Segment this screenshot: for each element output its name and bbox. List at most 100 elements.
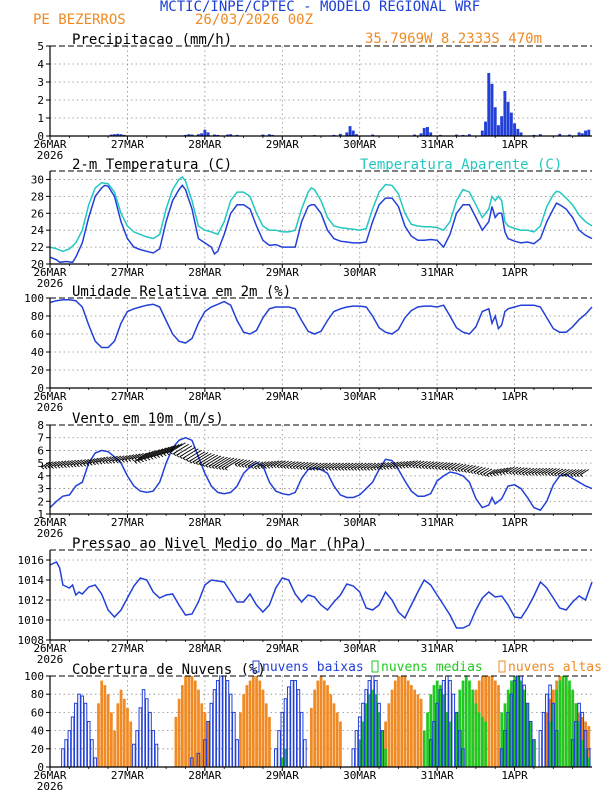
cloud-bar-low — [151, 730, 156, 768]
wind-vector-head — [360, 466, 365, 471]
cloud-bar-low — [277, 730, 281, 768]
precip-bar — [371, 134, 375, 136]
y-tick-label: 1014 — [18, 574, 45, 587]
wind-vector-head — [57, 464, 61, 469]
x-tick-label: 29MAR — [266, 516, 299, 529]
cloud-bar-high — [329, 694, 333, 767]
cloud-bar-mid — [280, 757, 284, 767]
cloud-bar-high — [326, 685, 329, 767]
cloud-bar-low — [77, 693, 81, 768]
wind-vector-head — [279, 464, 284, 469]
x-tick-label: 26MAR — [33, 138, 66, 151]
wind-vector-head — [544, 471, 548, 476]
wind-vector-head — [102, 459, 106, 465]
temp-legend: Temperatura Aparente (C) — [360, 157, 562, 173]
cloud-bar-mid — [555, 689, 558, 767]
series-line-pressure-0 — [49, 561, 593, 629]
x-tick-label: 1APR — [501, 266, 528, 279]
wind-vector-head — [383, 465, 387, 470]
x-tick-label: 28MAR — [188, 390, 221, 403]
wind-vector-head — [457, 467, 461, 472]
cloud-bar-high — [110, 712, 113, 767]
cloud-bar-high — [116, 703, 120, 767]
cloud-bar-high — [584, 721, 587, 767]
y-tick-label: 20 — [31, 743, 44, 756]
wind-vector-head — [357, 466, 361, 471]
precip-bar — [119, 134, 123, 136]
cloud-bar-low — [286, 686, 291, 768]
cloud-bar-high — [200, 703, 204, 767]
cloud-bar-mid — [371, 689, 375, 767]
panel-temp — [46, 170, 593, 268]
wind-vector-head — [373, 466, 377, 471]
precip-bar — [500, 116, 504, 136]
wind-vector-head — [195, 460, 200, 466]
cloud-bar-mid — [374, 694, 378, 767]
y-tick-label: 60 — [31, 328, 44, 341]
cloud-bar-mid — [458, 689, 462, 767]
cloud-bar-mid — [432, 685, 436, 767]
x-tick-sublabel: 2026 — [37, 527, 64, 540]
cloud-bar-mid — [468, 680, 471, 767]
cloud-bar-low — [80, 695, 85, 768]
wind-vector-head — [350, 466, 355, 471]
wind-vector-head — [363, 466, 368, 471]
precip-bar — [567, 134, 571, 136]
cloud-bar-mid — [529, 721, 533, 767]
series-line-rh-0 — [49, 299, 593, 349]
series-line-temp-1 — [49, 175, 593, 253]
wind-vector-head — [128, 457, 132, 462]
wind-vector-head — [341, 466, 345, 471]
wind-vector-head — [502, 470, 507, 475]
y-tick-label: 24 — [31, 224, 45, 237]
wind-vector-head — [189, 459, 193, 464]
x-tick-label: 28MAR — [188, 642, 221, 655]
wind-vector-head — [260, 464, 265, 470]
cloud-bar-mid — [439, 685, 442, 767]
precip-bar — [467, 134, 471, 136]
cloud-bar-high — [129, 721, 133, 767]
panel-title: Vento em 10m (m/s) — [72, 411, 224, 427]
cloud-bar-low — [61, 748, 65, 768]
wind-vector-head — [557, 472, 561, 477]
wind-vector-head — [125, 457, 129, 463]
cloud-bar-high — [387, 703, 391, 767]
cloud-bar-low — [154, 743, 159, 768]
cloud-bar-mid — [284, 748, 287, 767]
y-tick-label: 40 — [31, 725, 44, 738]
cloud-bar-mid — [568, 680, 571, 767]
cloud-bar-low — [70, 716, 75, 768]
cloud-bar-mid — [455, 712, 458, 767]
wind-vector-head — [476, 470, 481, 476]
wind-vector-head — [99, 460, 103, 465]
wind-vector-head — [454, 467, 458, 472]
cloud-bar-low — [303, 739, 307, 768]
cloud-bar-high — [187, 676, 191, 767]
cloud-bar-low — [64, 739, 68, 768]
cloud-bar-high — [245, 685, 249, 767]
precip-bar — [338, 133, 342, 136]
wind-vector-head — [538, 471, 542, 476]
wind-vector-head — [486, 472, 490, 478]
precip-bar — [348, 126, 352, 136]
cloud-bar-low — [215, 680, 220, 768]
precip-bar — [225, 134, 229, 136]
wind-vector-head — [176, 453, 180, 458]
cloud-bar-mid — [561, 676, 565, 767]
cloud-bar-mid — [448, 721, 452, 767]
wind-vector-head — [169, 450, 174, 455]
wind-vector-head — [163, 452, 167, 457]
cloud-bar-high — [310, 707, 313, 767]
wind-vector-head — [563, 472, 568, 478]
x-tick-label: 1APR — [501, 516, 528, 529]
cloud-bar-mid — [384, 748, 387, 767]
wind-vector-head — [579, 472, 584, 478]
cloud-bar-high — [416, 694, 420, 767]
cloud-bar-mid — [558, 680, 562, 767]
wind-vector-head — [354, 466, 358, 471]
precip-bar — [484, 121, 487, 136]
cloud-bar-mid — [574, 703, 578, 767]
wind-vector-head — [450, 466, 455, 472]
wind-vector-head — [550, 471, 555, 477]
cloud-bar-high — [403, 676, 407, 767]
